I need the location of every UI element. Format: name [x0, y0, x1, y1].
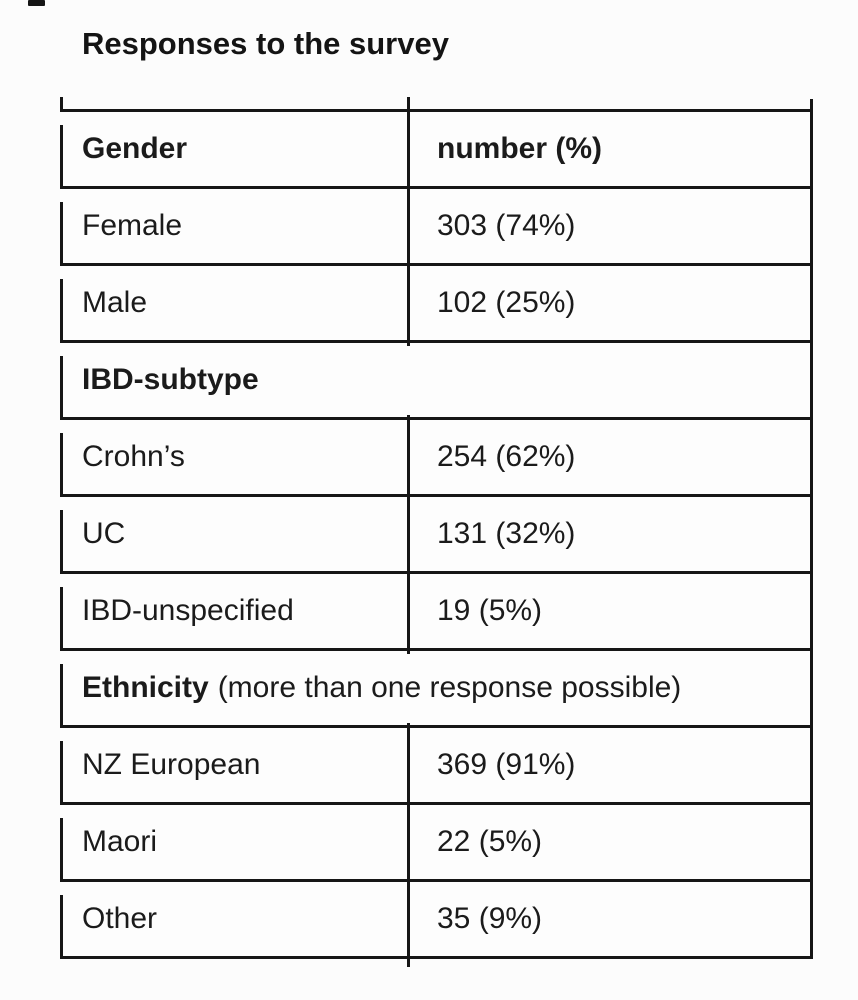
section-label: Ethnicity	[82, 671, 209, 704]
table-row-uc: UC 131 (32%)	[60, 492, 813, 577]
right-border-line	[810, 417, 813, 494]
left-border-line	[60, 664, 63, 725]
right-border-line	[810, 340, 813, 417]
cell-label: Male	[82, 286, 148, 319]
right-border-line	[810, 99, 813, 109]
table-title: Responses to the survey	[82, 26, 449, 61]
column-header-gender: Gender	[82, 132, 188, 165]
cell-value: 35 (9%)	[437, 902, 543, 935]
left-border-line	[60, 818, 63, 879]
column-divider-line	[407, 415, 410, 500]
table-row-maori: Maori 22 (5%)	[60, 800, 813, 885]
section-row-ibd-subtype: IBD-subtype	[60, 340, 813, 420]
left-border-line	[60, 279, 63, 340]
table-row-female: Female 303 (74%)	[60, 184, 813, 269]
table-row-ibd-unspecified: IBD-unspecified 19 (5%)	[60, 569, 813, 654]
cell-value: 19 (5%)	[437, 594, 543, 627]
cell-label: Female	[82, 209, 183, 242]
table-row-male: Male 102 (25%)	[60, 261, 813, 346]
column-header-number: number (%)	[437, 132, 602, 165]
table-header-row: Gender number (%)	[60, 107, 813, 192]
column-divider-line	[407, 877, 410, 967]
column-divider-line	[407, 261, 410, 346]
cell-label: Crohn’s	[82, 440, 185, 473]
cell-label: Other	[82, 902, 158, 935]
left-border-line	[60, 97, 63, 109]
cell-value: 369 (91%)	[437, 748, 576, 781]
right-border-line	[810, 109, 813, 186]
left-border-line	[60, 125, 63, 186]
cell-value: 22 (5%)	[437, 825, 543, 858]
cell-label: Maori	[82, 825, 158, 858]
right-border-line	[810, 263, 813, 340]
right-border-line	[810, 648, 813, 725]
scan-artifact-mark	[28, 0, 45, 6]
right-border-line	[810, 571, 813, 648]
cell-label: IBD-unspecified	[82, 594, 294, 627]
left-border-line	[60, 433, 63, 494]
table-top-edge-fragment	[60, 95, 813, 112]
right-border-line	[810, 725, 813, 802]
column-divider-line	[407, 492, 410, 577]
section-row-ethnicity: Ethnicity (more than one response possib…	[60, 648, 813, 728]
survey-table: Gender number (%) Female 303 (74%) Male …	[60, 95, 813, 967]
table-row-nz-european: NZ European 369 (91%)	[60, 723, 813, 808]
cell-label: UC	[82, 517, 126, 550]
left-border-line	[60, 895, 63, 956]
cell-value: 254 (62%)	[437, 440, 576, 473]
left-border-line	[60, 741, 63, 802]
right-border-line	[810, 802, 813, 879]
column-divider-line	[407, 97, 410, 109]
right-border-line	[810, 186, 813, 263]
table-row-crohns: Crohn’s 254 (62%)	[60, 415, 813, 500]
left-border-line	[60, 356, 63, 417]
section-label: IBD-subtype	[82, 363, 259, 396]
column-divider-line	[407, 184, 410, 269]
column-divider-line	[407, 723, 410, 808]
left-border-line	[60, 202, 63, 263]
column-divider-line	[407, 107, 410, 192]
table-row-other: Other 35 (9%)	[60, 877, 813, 967]
section-note: (more than one response possible)	[217, 671, 682, 704]
right-border-line	[810, 494, 813, 571]
right-border-line	[810, 879, 813, 956]
section-cell: IBD-subtype	[60, 343, 813, 417]
cell-value: 102 (25%)	[437, 286, 576, 319]
left-border-line	[60, 510, 63, 571]
column-divider-line	[407, 569, 410, 654]
cell-value: 303 (74%)	[437, 209, 576, 242]
column-divider-line	[407, 800, 410, 885]
section-cell: Ethnicity (more than one response possib…	[60, 651, 813, 725]
cell-value: 131 (32%)	[437, 517, 576, 550]
left-border-line	[60, 587, 63, 648]
cell-label: NZ European	[82, 748, 261, 781]
